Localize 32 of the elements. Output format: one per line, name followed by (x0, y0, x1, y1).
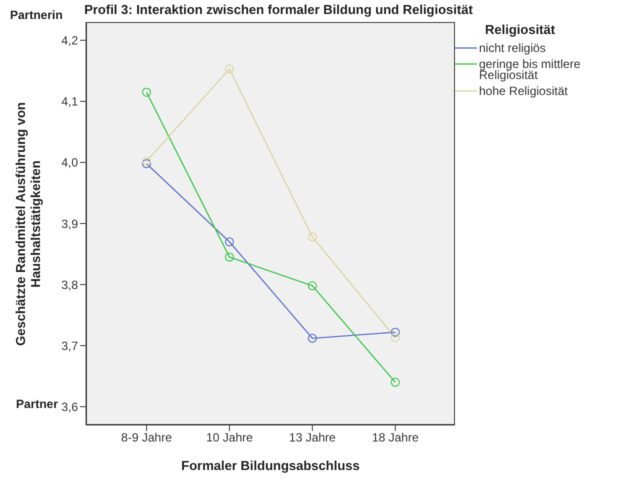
x-tick-label: 8-9 Jahre (121, 430, 172, 445)
x-tick-label: 13 Jahre (289, 430, 336, 445)
legend-label: hohe Religiosität (479, 84, 569, 98)
point (308, 232, 317, 242)
x-tick-label: 18 Jahre (372, 430, 419, 445)
legend-label: geringe bis mittlere Religiosität (479, 57, 582, 82)
point (308, 334, 317, 343)
chart-title: Profil 3: Interaktion zwischen formaler Bildung und Religiosität (84, 2, 473, 17)
point (390, 328, 400, 337)
text: Partnerin (10, 8, 63, 22)
y-tick-label: 3,7 (61, 338, 78, 353)
point (308, 281, 317, 290)
point (142, 159, 152, 168)
y-tick-label: 4,1 (61, 94, 78, 109)
point (142, 88, 152, 97)
x-axis-title: Formaler Bildungsabschluss (180, 458, 361, 473)
text: Partner (16, 397, 58, 411)
y-tick-label: 3,6 (61, 400, 78, 414)
point (224, 237, 234, 246)
point (390, 333, 400, 342)
point (390, 378, 400, 387)
legend-title: Religiosität (485, 22, 556, 37)
y-tick-label: 3,8 (61, 278, 78, 292)
y-tick-label: 3,9 (61, 216, 78, 231)
legend-label: nicht religiös (479, 41, 547, 55)
y-tick-label: 4,2 (61, 34, 78, 48)
y-axis-title: Geschätzte Randmittel Ausführung von Haushaltstätigkeiten (13, 100, 44, 348)
x-tick-label: 10 Jahre (206, 430, 254, 445)
point (224, 252, 234, 262)
y-tick-label: 4,0 (61, 156, 78, 170)
point (142, 156, 152, 166)
point (224, 64, 234, 74)
